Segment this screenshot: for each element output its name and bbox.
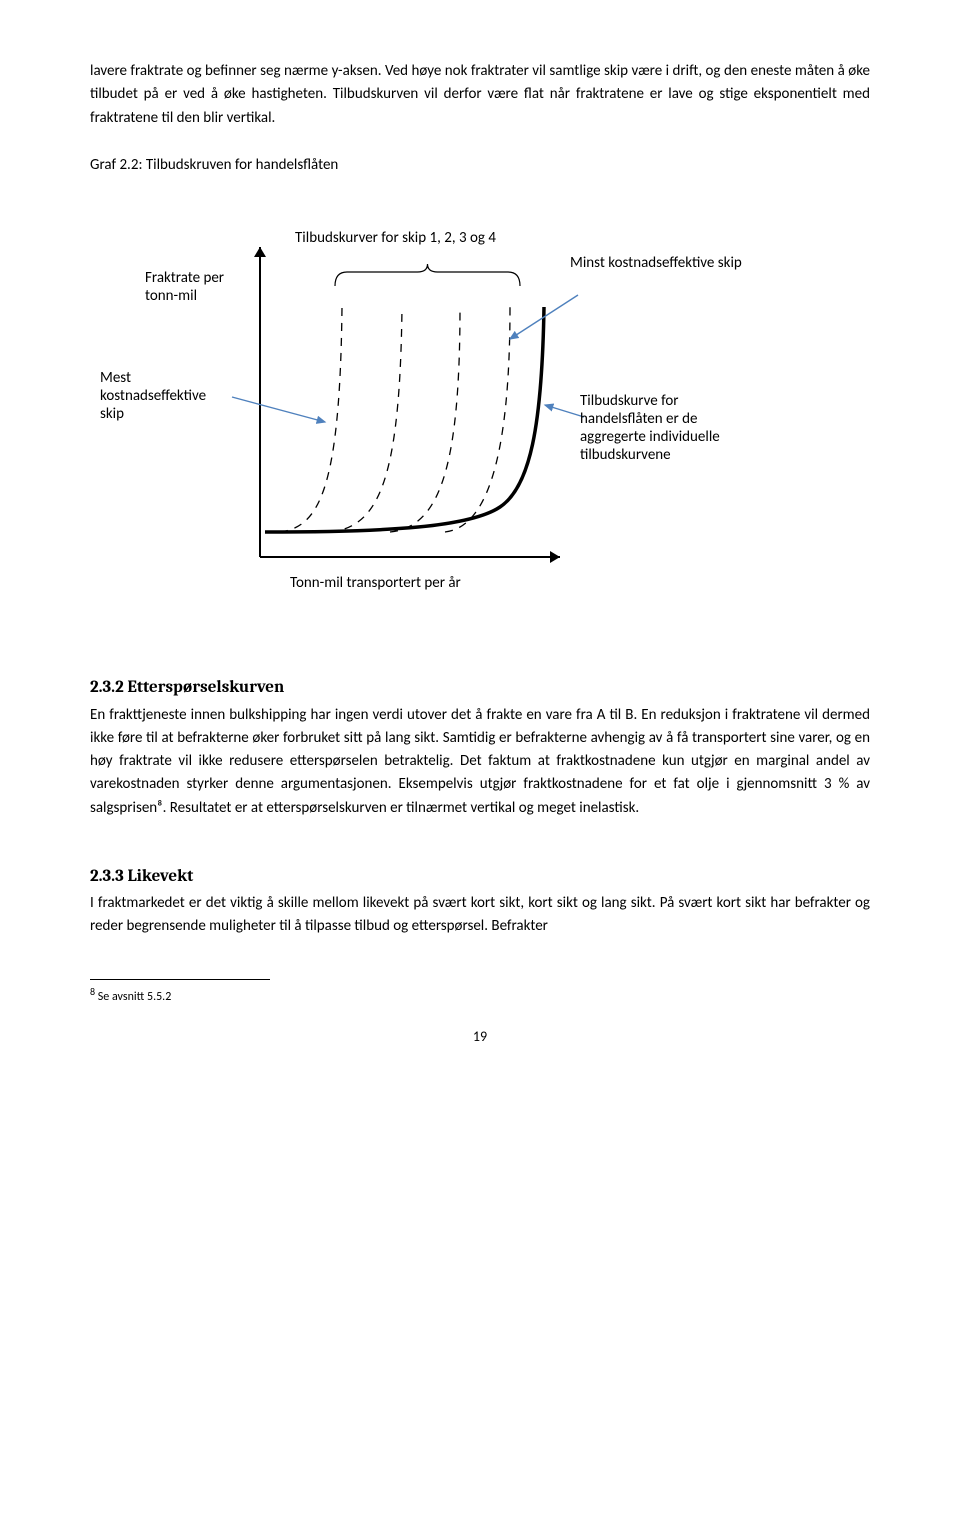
svg-text:aggregerte individuelle: aggregerte individuelle bbox=[580, 428, 720, 446]
svg-text:Mest: Mest bbox=[100, 369, 131, 387]
footnote-8: 8 Se avsnitt 5.5.2 bbox=[90, 984, 870, 1007]
svg-text:handelsflåten er de: handelsflåten er de bbox=[580, 410, 697, 428]
figure-container: Tilbudskurver for skip 1, 2, 3 og 4 Frakt… bbox=[90, 187, 870, 635]
figure-caption-text: Graf 2.2: Tilbudskruven for handelsflåte… bbox=[90, 156, 338, 174]
svg-text:Tilbudskurver for skip 1, 2, 3: Tilbudskurver for skip 1, 2, 3 og 4 bbox=[295, 229, 496, 247]
section-2-3-2-paragraph: En frakttjeneste innen bulkshipping har … bbox=[90, 704, 870, 820]
svg-text:Fraktrate per: Fraktrate per bbox=[145, 269, 224, 287]
svg-text:tilbudskurvene: tilbudskurvene bbox=[580, 446, 671, 464]
page-number: 19 bbox=[90, 1026, 870, 1048]
svg-text:Minst kostnadseffektive skip: Minst kostnadseffektive skip bbox=[570, 254, 742, 272]
heading-2-3-3: 2.3.3 Likevekt bbox=[90, 864, 870, 890]
footnote-separator bbox=[90, 979, 270, 980]
heading-2-3-2: 2.3.2 Etterspørselskurven bbox=[90, 675, 870, 701]
svg-text:kostnadseffektive: kostnadseffektive bbox=[100, 387, 206, 405]
figure-caption: Graf 2.2: Tilbudskruven for handelsflåte… bbox=[90, 154, 870, 177]
footnote-text: Se avsnitt 5.5.2 bbox=[95, 990, 171, 1004]
supply-curve-diagram: Tilbudskurver for skip 1, 2, 3 og 4 Frakt… bbox=[90, 187, 790, 627]
section-2-3-3-paragraph: I fraktmarkedet er det viktig å skille m… bbox=[90, 892, 870, 939]
svg-text:Tonn-mil transportert per år: Tonn-mil transportert per år bbox=[290, 574, 461, 592]
svg-text:Tilbudskurve for: Tilbudskurve for bbox=[580, 392, 678, 410]
svg-text:tonn-mil: tonn-mil bbox=[145, 287, 197, 305]
svg-text:skip: skip bbox=[100, 405, 124, 423]
intro-paragraph: lavere fraktrate og befinner seg nærme y… bbox=[90, 60, 870, 130]
